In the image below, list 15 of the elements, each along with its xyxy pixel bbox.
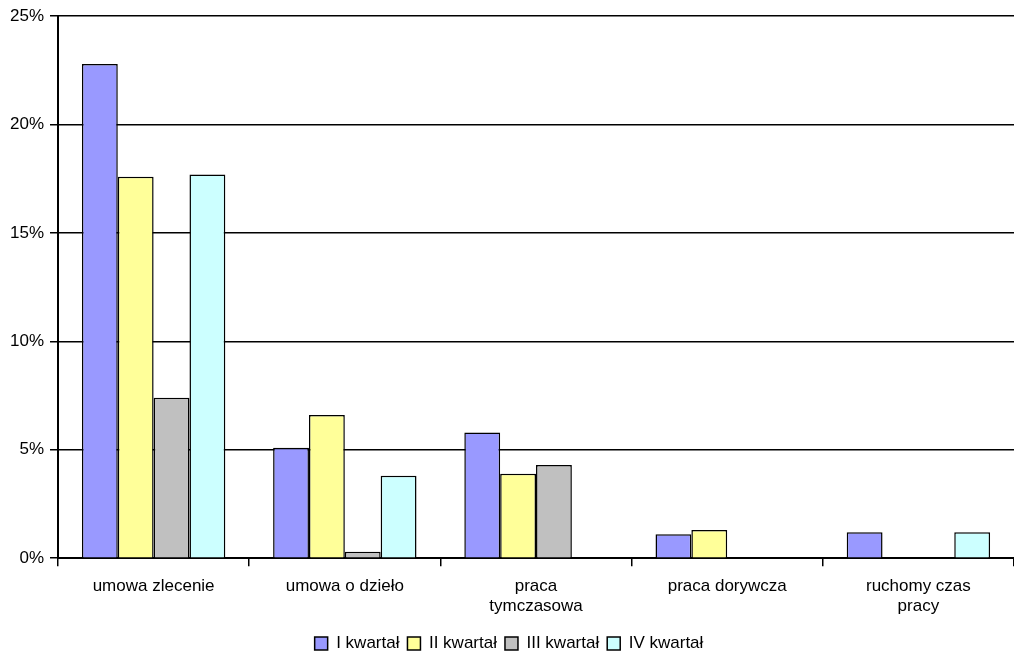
y-tick-label: 20% <box>9 114 45 134</box>
x-tick-label: praca tymczasowa <box>489 576 584 616</box>
y-tick-label: 0% <box>19 547 45 567</box>
legend-label: IV kwartał <box>628 633 704 653</box>
x-tick-label: umowa zlecenie <box>92 576 215 596</box>
legend-label: I kwartał <box>336 633 400 653</box>
y-tick-label: 25% <box>9 5 45 25</box>
x-tick-label: umowa o dzieło <box>285 576 404 596</box>
y-tick-label: 5% <box>19 439 45 459</box>
y-tick-label: 15% <box>9 222 45 242</box>
legend-label: II kwartał <box>428 633 498 653</box>
y-tick-label: 10% <box>9 331 45 351</box>
x-tick-label: praca dorywcza <box>667 576 788 596</box>
legend-label: III kwartał <box>526 633 600 653</box>
x-tick-label: ruchomy czas pracy <box>865 576 971 616</box>
